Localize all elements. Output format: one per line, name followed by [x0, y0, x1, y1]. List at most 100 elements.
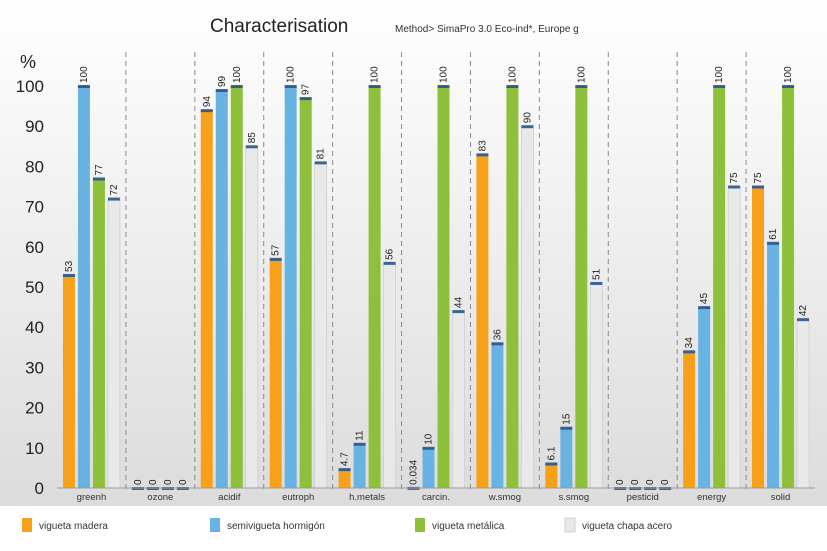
- data-label: 61: [768, 228, 779, 240]
- x-category-label: energy: [697, 492, 726, 503]
- data-label: 90: [522, 112, 533, 124]
- x-category-label: pesticid: [627, 492, 659, 503]
- data-label: 0.034: [409, 459, 420, 484]
- bar-cap: [216, 89, 228, 92]
- legend-swatch: [565, 518, 575, 532]
- data-label: 0: [163, 479, 174, 485]
- data-label: 0: [615, 479, 626, 485]
- bar-cap: [270, 258, 282, 261]
- data-label: 45: [699, 293, 710, 305]
- bar-cap: [369, 85, 381, 88]
- data-label: 4.7: [340, 452, 351, 466]
- bar-2: [78, 86, 90, 488]
- bar-3: [369, 86, 381, 488]
- bar-3: [438, 86, 450, 488]
- bar-cap: [354, 443, 366, 446]
- bar-cap: [231, 85, 243, 88]
- y-tick-label: 60: [25, 238, 44, 257]
- bar-4: [453, 311, 465, 488]
- bar-cap: [506, 85, 518, 88]
- bar-4: [797, 319, 809, 488]
- x-category-label: solid: [771, 492, 791, 503]
- bar-1: [476, 154, 488, 488]
- data-label: 75: [729, 172, 740, 184]
- bar-cap: [491, 342, 503, 345]
- x-category-label: acidif: [218, 492, 241, 503]
- data-label: 77: [94, 164, 105, 176]
- data-label: 81: [316, 148, 327, 160]
- data-label: 44: [454, 297, 465, 309]
- data-label: 0: [178, 479, 189, 485]
- bar-cap: [201, 109, 213, 112]
- bar-1: [339, 469, 351, 488]
- bar-cap: [453, 310, 465, 313]
- bar-2: [216, 90, 228, 488]
- bar-cap: [782, 85, 794, 88]
- bar-3: [300, 98, 312, 488]
- bar-cap: [108, 198, 120, 201]
- x-category-label: s.smog: [559, 492, 590, 503]
- bar-4: [315, 162, 327, 488]
- bar-cap: [521, 125, 533, 128]
- data-label: 100: [79, 66, 90, 83]
- bar-cap: [423, 447, 435, 450]
- y-tick-label: 0: [35, 479, 44, 498]
- bar-2: [423, 448, 435, 488]
- y-tick-label: 70: [25, 198, 44, 217]
- bar-1: [201, 110, 213, 488]
- bar-cap: [246, 145, 258, 148]
- data-label: 56: [385, 248, 396, 260]
- bar-cap: [713, 85, 725, 88]
- data-label: 11: [355, 430, 366, 441]
- data-label: 6.1: [546, 446, 557, 460]
- bar-cap: [63, 274, 75, 277]
- data-label: 36: [492, 329, 503, 341]
- data-label: 100: [286, 66, 297, 83]
- bar-4: [728, 187, 740, 489]
- x-category-label: greenh: [77, 492, 107, 503]
- data-label: 100: [507, 66, 518, 83]
- bar-4: [246, 146, 258, 488]
- bar-2: [491, 343, 503, 488]
- legend-band: [0, 506, 827, 546]
- bar-cap: [93, 177, 105, 180]
- data-label: 99: [217, 75, 228, 87]
- bar-cap: [728, 186, 740, 189]
- data-label: 53: [64, 260, 75, 272]
- bar-cap: [285, 85, 297, 88]
- data-label: 83: [477, 140, 488, 152]
- bar-2: [285, 86, 297, 488]
- bar-2: [767, 243, 779, 488]
- x-category-label: eutroph: [282, 492, 314, 503]
- bar-cap: [698, 306, 710, 309]
- bar-cap: [545, 462, 557, 465]
- bar-cap: [752, 186, 764, 189]
- legend-label: semivigueta hormigón: [227, 521, 325, 532]
- legend-label: vigueta metálica: [432, 521, 505, 532]
- data-label: 0: [660, 479, 671, 485]
- bar-3: [575, 86, 587, 488]
- data-label: 85: [247, 132, 258, 144]
- bar-cap: [384, 262, 396, 265]
- bar-3: [231, 86, 243, 488]
- bar-1: [270, 259, 282, 488]
- data-label: 100: [232, 66, 243, 83]
- data-label: 100: [370, 66, 381, 83]
- bar-3: [93, 178, 105, 488]
- data-label: 100: [439, 66, 450, 83]
- data-label: 15: [561, 413, 572, 425]
- legend-label: vigueta chapa acero: [582, 521, 673, 532]
- x-category-label: w.smog: [488, 492, 521, 503]
- bar-3: [713, 86, 725, 488]
- data-label: 100: [714, 66, 725, 83]
- y-tick-label: 50: [25, 278, 44, 297]
- data-label: 10: [424, 433, 435, 445]
- data-label: 75: [753, 172, 764, 184]
- bar-cap: [767, 242, 779, 245]
- bar-cap: [315, 161, 327, 164]
- bar-cap: [476, 153, 488, 156]
- bar-cap: [438, 85, 450, 88]
- legend-swatch: [22, 518, 32, 532]
- legend-swatch: [415, 518, 425, 532]
